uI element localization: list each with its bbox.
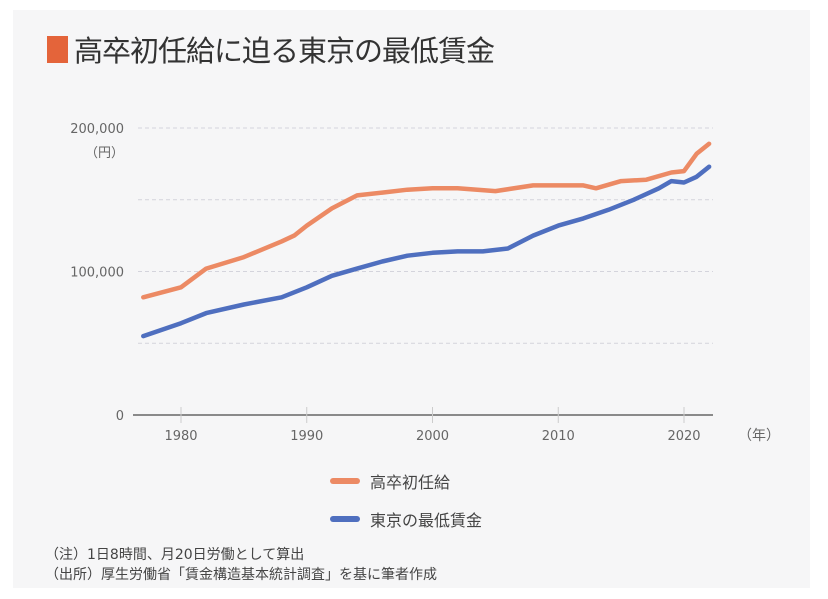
y-tick-label: 100,000	[70, 266, 124, 281]
title-marker-icon	[47, 35, 68, 63]
x-tick-label: 2010	[542, 429, 575, 444]
chart-title-block: 高卒初任給に迫る東京の最低賃金	[47, 28, 495, 70]
legend-item-series1: 高卒初任給	[330, 462, 482, 500]
x-tick-label: 1990	[290, 429, 323, 444]
y-tick-label: 200,000	[70, 122, 124, 137]
legend-label: 高卒初任給	[370, 473, 451, 492]
x-axis-unit: （年）	[738, 428, 780, 444]
legend-swatch-series1	[330, 478, 360, 484]
series-line-1	[141, 141, 712, 300]
chart-title: 高卒初任給に迫る東京の最低賃金	[74, 34, 495, 68]
x-tick-label: 1980	[164, 429, 197, 444]
note-text: （注）1日8時間、月20日労働として算出	[45, 547, 305, 563]
chart-panel	[13, 10, 810, 588]
x-tick-label: 2000	[416, 429, 449, 444]
y-axis-unit: （円）	[85, 146, 124, 161]
series-line-2	[141, 164, 712, 339]
x-tick-label: 2020	[667, 429, 700, 444]
y-tick-label: 0	[116, 409, 124, 424]
legend-item-series2: 東京の最低賃金	[330, 500, 482, 538]
legend: 高卒初任給 東京の最低賃金	[330, 462, 482, 538]
source-text: （出所）厚生労働省「賃金構造基本統計調査」を基に筆者作成	[45, 567, 437, 583]
legend-label: 東京の最低賃金	[370, 511, 483, 530]
legend-swatch-series2	[330, 516, 360, 522]
notes: （注）1日8時間、月20日労働として算出 （出所）厚生労働省「賃金構造基本統計調…	[45, 545, 437, 585]
